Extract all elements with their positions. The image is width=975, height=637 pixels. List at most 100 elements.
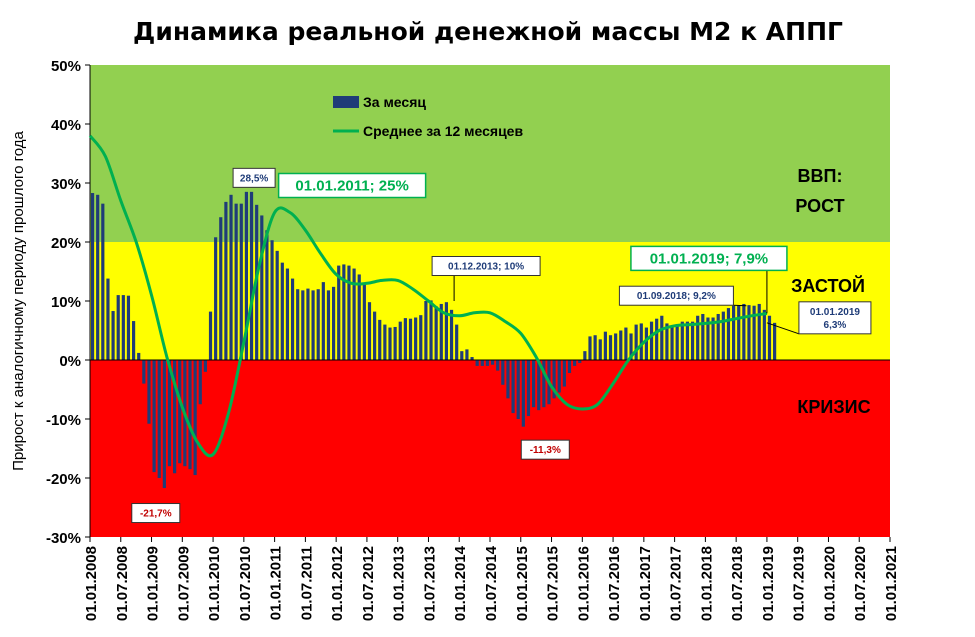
bar xyxy=(362,284,366,360)
bar xyxy=(260,215,264,360)
bar xyxy=(219,217,223,360)
x-tick-label: 01.07.2018 xyxy=(729,546,746,621)
annotation-text: 6,3% xyxy=(824,320,847,331)
bar xyxy=(742,303,746,360)
bar xyxy=(767,315,772,360)
bar xyxy=(685,321,690,360)
x-tick-label: 01.01.2012 xyxy=(329,546,346,621)
bar xyxy=(270,240,274,360)
bar xyxy=(542,360,546,408)
bar xyxy=(506,360,510,399)
bar xyxy=(106,278,110,360)
bar xyxy=(480,360,484,366)
bar xyxy=(383,324,387,360)
bar xyxy=(357,274,361,360)
x-tick-label: 01.01.2011 xyxy=(268,546,285,620)
x-tick-label: 01.07.2012 xyxy=(360,546,377,621)
bar xyxy=(188,360,192,470)
bar xyxy=(193,360,197,476)
chart-title: Динамика реальной денежной массы М2 к АП… xyxy=(133,17,843,46)
bar xyxy=(321,282,325,360)
axes: 50% 40% 30% 20% 10% 0% -10% -20% -30%01.01.2008 0… xyxy=(46,58,900,621)
bar xyxy=(496,360,500,371)
x-tick-label: 01.01.2019 xyxy=(760,546,777,621)
bar xyxy=(593,335,597,360)
bar xyxy=(290,278,295,360)
y-tick-label: 0% xyxy=(59,353,81,370)
annotation-box xyxy=(630,245,788,272)
annotations: 28,5% 01.01.2011; 25% -21,7% 01.12.2013; 10… xyxy=(131,167,872,524)
bar xyxy=(332,286,336,360)
annotation: 01.09.2018; 9,2% xyxy=(618,285,747,307)
bar xyxy=(244,191,248,360)
bar xyxy=(429,300,433,360)
bar xyxy=(773,322,777,360)
bar xyxy=(475,360,479,366)
bar xyxy=(347,265,351,360)
line-path xyxy=(88,134,768,458)
bar xyxy=(367,302,372,360)
x-tick-label: 01.01.2010 xyxy=(206,546,223,621)
bar xyxy=(398,321,402,360)
bar xyxy=(111,311,115,360)
annotation: 01.01.2019 6,3% xyxy=(766,301,872,335)
bar xyxy=(598,339,602,360)
annotation-box xyxy=(277,172,427,199)
bar xyxy=(711,317,715,360)
annotation: 28,5% xyxy=(232,167,276,188)
bar xyxy=(670,325,674,360)
bar xyxy=(101,203,105,360)
bar xyxy=(434,306,438,360)
bar xyxy=(511,360,515,414)
bar xyxy=(485,360,490,366)
bar xyxy=(757,303,761,360)
annotation-box xyxy=(618,285,734,306)
bar xyxy=(716,313,720,360)
bar xyxy=(567,360,572,373)
bar xyxy=(414,317,418,360)
bar xyxy=(342,264,346,360)
bar xyxy=(352,268,356,360)
bar xyxy=(603,331,607,360)
x-tick-label: 01.07.2020 xyxy=(852,546,869,621)
bar xyxy=(726,308,731,360)
bar xyxy=(152,360,156,473)
line-series xyxy=(88,134,768,458)
bar xyxy=(203,360,207,372)
x-tick-label: 01.07.2017 xyxy=(668,546,685,621)
bar xyxy=(465,349,469,360)
annotation: 01.12.2013; 10% xyxy=(431,256,541,301)
bar xyxy=(532,360,536,408)
y-tick-label: 30% xyxy=(51,176,81,193)
bar xyxy=(562,360,566,387)
bar xyxy=(665,323,669,360)
bar xyxy=(619,330,623,360)
bar xyxy=(449,309,454,360)
x-tick-label: 01.01.2014 xyxy=(452,545,469,621)
x-tick-label: 01.07.2010 xyxy=(237,546,254,621)
bar xyxy=(501,360,505,385)
x-tick-label: 01.01.2008 xyxy=(83,546,100,621)
bar xyxy=(460,351,464,360)
x-tick-label: 01.01.2016 xyxy=(575,546,592,621)
annotation: 01.01.2019; 7,9% xyxy=(630,245,788,314)
bar xyxy=(701,313,705,360)
bar xyxy=(137,352,141,360)
bar xyxy=(644,327,648,360)
bar xyxy=(173,360,177,474)
bar xyxy=(337,265,341,360)
bar xyxy=(121,295,125,360)
bar xyxy=(419,315,423,360)
bar xyxy=(393,326,397,360)
bar xyxy=(537,360,541,411)
x-tick-label: 01.07.2014 xyxy=(483,545,500,621)
bar xyxy=(280,262,284,360)
bar xyxy=(455,324,459,360)
annotation-text: 01.09.2018; 9,2% xyxy=(637,291,716,302)
bar xyxy=(624,327,628,360)
zone-label: КРИЗИС xyxy=(797,397,870,417)
legend: За месяц Среднее за 12 месяцев xyxy=(333,94,523,139)
bar xyxy=(721,311,725,360)
bar xyxy=(552,360,556,399)
bar xyxy=(306,288,310,360)
